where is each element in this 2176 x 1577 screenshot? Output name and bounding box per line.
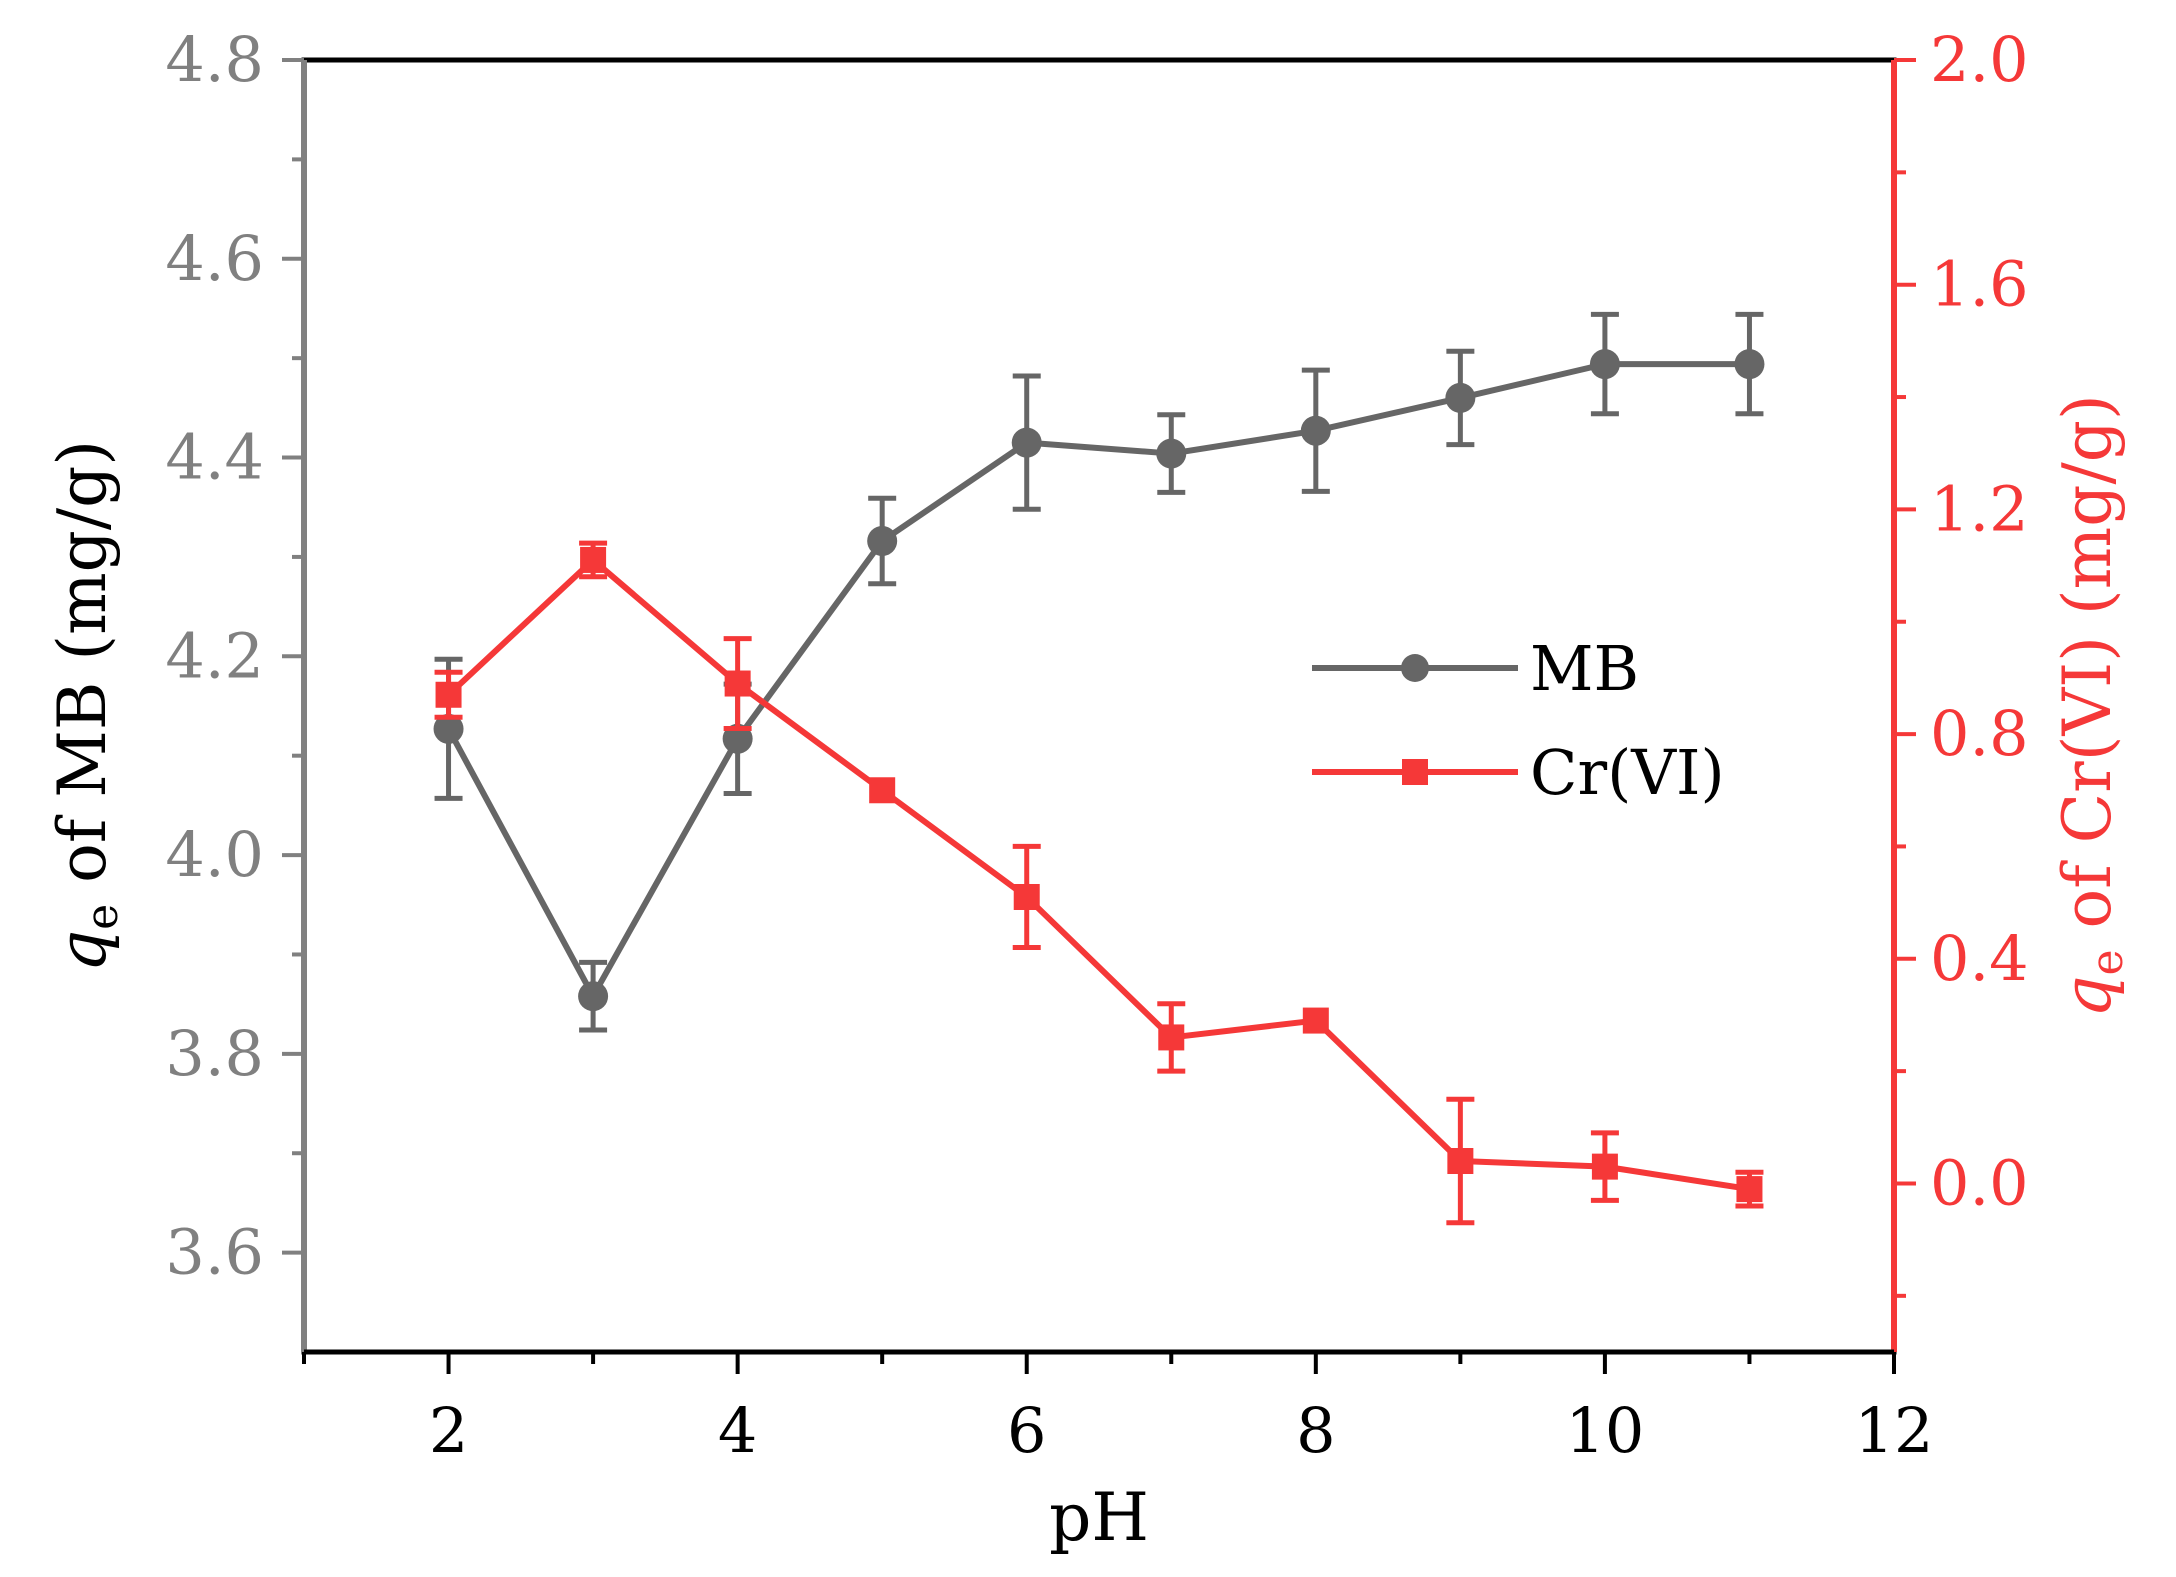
series-cr-point [869, 777, 896, 804]
series-mb-point [1300, 415, 1331, 446]
series-mb-point [578, 981, 609, 1012]
series-cr-point [435, 681, 462, 708]
series-cr-point [1302, 1007, 1329, 1034]
y-left-tick-label: 4.6 [165, 222, 264, 295]
x-axis-title: pH [1049, 1479, 1149, 1556]
y-left-tick-label: 4.4 [165, 421, 264, 494]
series-mb-line [445, 361, 1750, 1000]
series-cr-point [1158, 1024, 1185, 1051]
y-left-tick-label: 4.2 [165, 619, 264, 692]
series-mb-point [1156, 438, 1187, 469]
y-right-tick-label: 0.8 [1930, 697, 2029, 770]
y-left-tick-label: 4.0 [165, 818, 264, 891]
series-cr-point [1447, 1148, 1474, 1175]
series-mb [433, 311, 1765, 1033]
series-mb-point [433, 713, 464, 744]
y-left-tick-label: 4.8 [165, 23, 264, 96]
series-cr [434, 540, 1764, 1226]
series-cr-line [446, 556, 1750, 1193]
x-ticks: 2 4 6 8 10 12 [302, 1352, 1934, 1467]
y-right-axis-title: qe of Cr(VI) (mg/g) [2049, 394, 2133, 1018]
y-right-title-subscript: e [2082, 949, 2133, 975]
x-tick-label: 6 [1007, 1394, 1046, 1467]
series-mb-point [1011, 427, 1042, 458]
y-left-title-text: of MB (mg/g) [44, 440, 121, 904]
series-cr-point [1736, 1176, 1763, 1203]
y-left-title-symbol: q [44, 930, 121, 972]
y-left-tick-label: 3.6 [165, 1216, 264, 1289]
series-cr-point [1591, 1153, 1618, 1180]
series-mb-point [722, 723, 753, 754]
series-layer [433, 311, 1765, 1226]
legend-cr-marker [1402, 759, 1428, 785]
series-cr-point [724, 670, 751, 697]
y-right-tick-label: 0.0 [1930, 1146, 2029, 1219]
series-mb-point [1445, 382, 1476, 413]
y-left-tick-label: 3.8 [165, 1017, 264, 1090]
y-right-title-text: of Cr(VI) (mg/g) [2049, 394, 2126, 949]
x-tick-label: 2 [429, 1394, 468, 1467]
legend-mb-marker [1401, 654, 1429, 682]
legend-mb-label: MB [1530, 632, 1639, 705]
y-right-ticks: 0.0 0.4 0.8 1.2 1.6 2.0 [1894, 23, 2029, 1298]
y-right-tick-label: 0.4 [1930, 922, 2029, 995]
x-tick-label: 4 [718, 1394, 757, 1467]
y-left-title-subscript: e [77, 904, 128, 930]
y-right-tick-label: 2.0 [1930, 23, 2029, 96]
legend: MB Cr(VI) [1312, 632, 1725, 809]
x-tick-label: 8 [1296, 1394, 1335, 1467]
y-right-tick-label: 1.6 [1930, 248, 2029, 321]
y-right-title-symbol: q [2049, 976, 2126, 1018]
y-right-tick-label: 1.2 [1930, 472, 2029, 545]
series-cr-point [1013, 883, 1040, 910]
y-left-axis-title: qe of MB (mg/g) [44, 440, 128, 972]
legend-cr-label: Cr(VI) [1530, 736, 1725, 809]
series-mb-point [867, 526, 898, 557]
series-mb-point [1589, 349, 1620, 380]
x-tick-label: 10 [1565, 1394, 1644, 1467]
series-mb-point [1734, 349, 1765, 380]
x-tick-label: 12 [1855, 1394, 1934, 1467]
series-cr-point [580, 546, 607, 573]
y-left-ticks: 3.6 3.8 4.0 4.2 4.4 4.6 4.8 [165, 23, 304, 1289]
